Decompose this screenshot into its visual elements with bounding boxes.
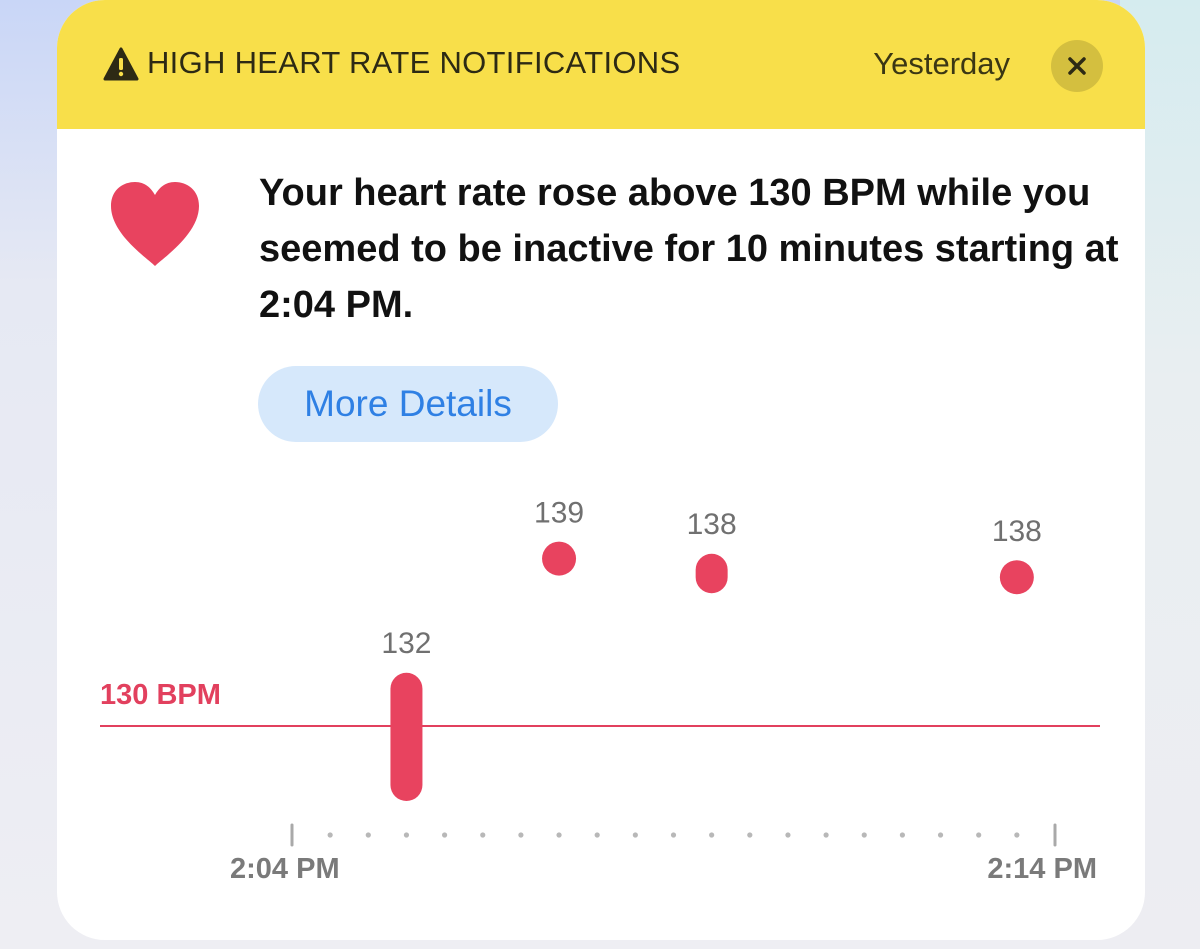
heart-rate-point: [999, 560, 1034, 595]
x-tick-label: 2:14 PM: [987, 853, 1097, 885]
point-value-label: 139: [534, 497, 584, 530]
axis-dot: [976, 832, 982, 838]
notification-card[interactable]: HIGH HEART RATE NOTIFICATIONS Yesterday …: [57, 0, 1145, 940]
data-points: 132 139 138 138: [381, 497, 1042, 801]
point-value-label: 138: [992, 515, 1042, 548]
point-value-label: 138: [687, 508, 737, 541]
axis-dot: [747, 832, 753, 838]
axis-dot: [899, 832, 906, 838]
axis-dot: [785, 832, 791, 838]
axis-dot: [823, 832, 829, 838]
axis-dot: [1014, 832, 1020, 838]
axis-dot: [594, 832, 600, 838]
heart-rate-point: [390, 672, 423, 801]
axis-dot: [327, 832, 333, 838]
close-icon: [1068, 57, 1086, 75]
heart-rate-chart: 130 BPM 2:04 PM 2:14 PM 132 139 138 138: [100, 497, 1100, 885]
axis-dot: [518, 832, 524, 838]
heart-icon: [111, 182, 199, 266]
close-button[interactable]: [1051, 40, 1103, 92]
axis-dot: [480, 832, 486, 838]
axis-dot: [365, 832, 371, 838]
x-axis-ticks: 2:04 PM 2:14 PM: [230, 823, 1097, 885]
threshold-label: 130 BPM: [100, 679, 221, 711]
axis-dot: [670, 832, 677, 838]
x-tick-label: 2:04 PM: [230, 853, 340, 885]
more-details-button[interactable]: More Details: [258, 366, 558, 442]
axis-dot: [556, 832, 562, 838]
x-axis-dots: [327, 832, 1020, 838]
axis-dot: [861, 832, 867, 838]
point-value-label: 132: [381, 627, 431, 660]
notification-header: HIGH HEART RATE NOTIFICATIONS Yesterday: [57, 0, 1145, 129]
heart-rate-point: [695, 553, 728, 594]
axis-dot: [403, 832, 410, 838]
axis-dot: [937, 832, 944, 838]
axis-dot: [709, 832, 715, 838]
notification-title: HIGH HEART RATE NOTIFICATIONS: [147, 45, 681, 80]
axis-dot: [442, 832, 448, 838]
axis-dot: [632, 832, 638, 838]
notification-time: Yesterday: [873, 46, 1010, 81]
warning-triangle-icon: [103, 47, 139, 81]
notification-message: Your heart rate rose above 130 BPM while…: [259, 172, 1119, 326]
heart-rate-point: [542, 541, 577, 576]
